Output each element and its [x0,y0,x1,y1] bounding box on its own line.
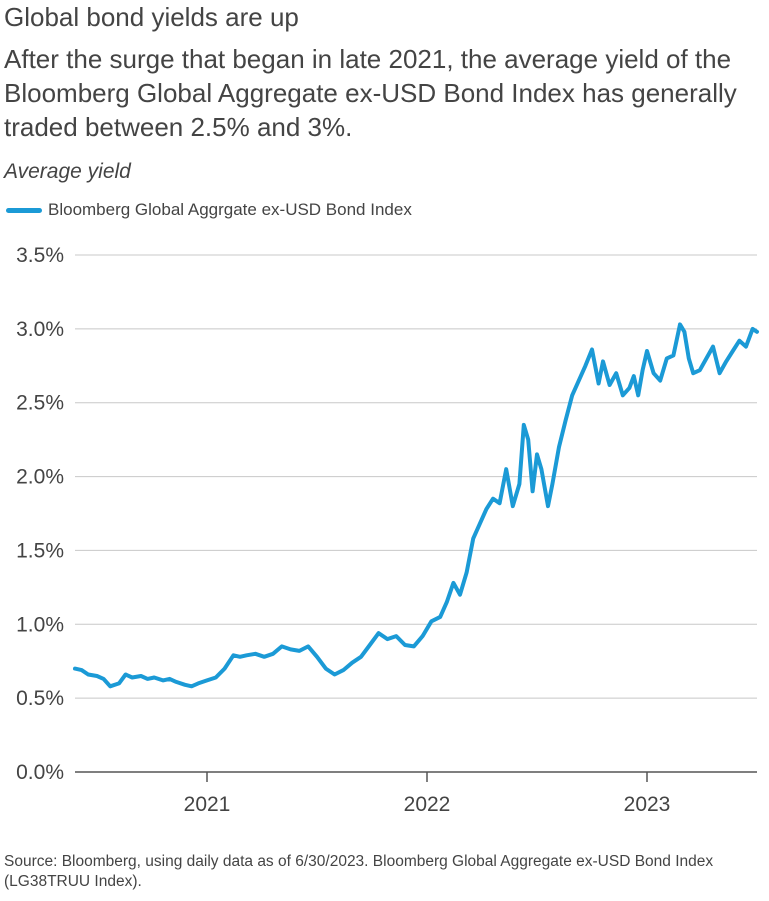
chart-subtitle: After the surge that began in late 2021,… [4,44,737,142]
chart-title: Global bond yields are up [4,2,299,32]
y-tick-label: 3.5% [16,244,64,267]
x-tick-label: 2022 [404,793,451,816]
series-layer [73,322,759,689]
legend: Bloomberg Global Aggrgate ex-USD Bond In… [6,200,412,220]
legend-label: Bloomberg Global Aggrgate ex-USD Bond In… [48,200,412,219]
y-axis-ticks: 0.0% 0.5% 1.0% 1.5% 2.0% 2.5% 3.0% 3.5% [16,244,64,784]
series-line [73,322,759,689]
gridlines [75,254,757,773]
y-tick-label: 3.0% [16,318,64,341]
y-axis-label: Average yield [4,160,131,183]
y-tick-label: 1.0% [16,613,64,636]
x-axis-ticks: 2021 2022 2023 [184,772,671,816]
y-tick-label: 2.0% [16,466,64,489]
y-tick-label: 0.5% [16,687,64,710]
x-tick-label: 2021 [184,793,231,816]
y-tick-label: 0.0% [16,761,64,784]
source-note: Source: Bloomberg, using daily data as o… [4,853,714,890]
y-tick-label: 1.5% [16,539,64,562]
x-tick-label: 2023 [624,793,671,816]
legend-swatch [6,207,42,213]
y-tick-label: 2.5% [16,392,64,415]
